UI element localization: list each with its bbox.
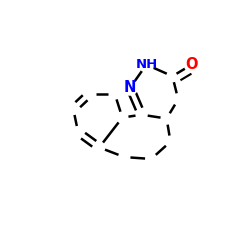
Circle shape (123, 80, 137, 95)
Text: NH: NH (135, 58, 158, 71)
Text: N: N (124, 80, 136, 95)
Circle shape (139, 57, 154, 72)
Text: O: O (186, 57, 198, 72)
Circle shape (184, 57, 199, 72)
